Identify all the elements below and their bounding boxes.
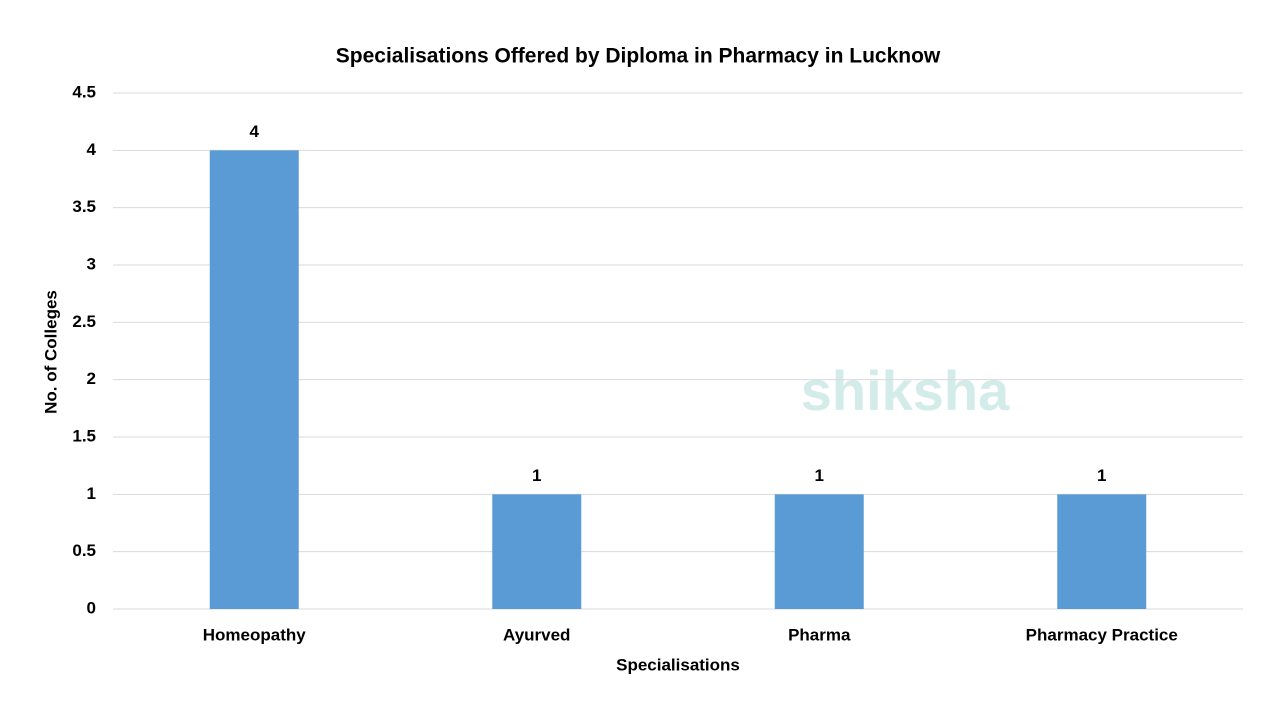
y-tick-label: 4.5 (72, 82, 96, 101)
x-tick-label: Pharma (788, 625, 851, 644)
bar (209, 150, 299, 610)
y-tick-label: 1.5 (72, 426, 96, 445)
data-label: 1 (1097, 466, 1106, 485)
data-label: 4 (250, 122, 260, 141)
x-tick-label: Pharmacy Practice (1026, 625, 1178, 644)
y-axis-label: No. of Colleges (41, 290, 60, 414)
x-axis-label: Specialisations (616, 655, 740, 674)
y-tick-label: 4 (87, 140, 97, 159)
y-tick-label: 3 (87, 254, 96, 273)
y-tick-label: 2 (87, 369, 96, 388)
bar (1057, 494, 1147, 609)
bar (492, 494, 582, 609)
x-tick-label: Homeopathy (203, 625, 307, 644)
y-tick-label: 0.5 (72, 541, 96, 560)
data-label: 1 (815, 466, 824, 485)
watermark: shiksha (801, 359, 1010, 422)
data-label: 1 (532, 466, 541, 485)
chart-title: Specialisations Offered by Diploma in Ph… (336, 45, 941, 68)
y-tick-label: 0 (87, 598, 96, 617)
x-tick-label: Ayurved (503, 625, 570, 644)
bar (774, 494, 864, 609)
y-tick-label: 1 (87, 484, 96, 503)
y-tick-label: 3.5 (72, 197, 96, 216)
y-tick-label: 2.5 (72, 312, 96, 331)
